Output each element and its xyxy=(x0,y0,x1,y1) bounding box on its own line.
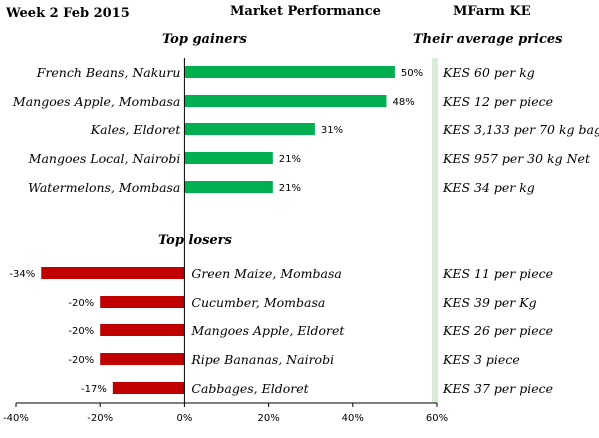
price-label: KES 26 per piece xyxy=(442,323,553,338)
price-label: KES 60 per kg xyxy=(442,65,535,80)
data-label: 50% xyxy=(401,68,423,79)
price-label: KES 3 piece xyxy=(442,352,520,367)
x-tick-label: 20% xyxy=(257,413,279,424)
bar-loser xyxy=(112,382,185,394)
data-label: -17% xyxy=(81,384,107,395)
category-label: Kales, Eldoret xyxy=(90,122,182,137)
price-label: KES 34 per kg xyxy=(442,180,535,195)
prices-heading: Their average prices xyxy=(413,32,563,47)
data-label: -20% xyxy=(68,355,94,366)
bar-loser xyxy=(100,324,185,336)
chart-title: Market Performance xyxy=(230,4,381,19)
bar-loser xyxy=(100,296,185,308)
bar-gainer xyxy=(184,95,387,107)
price-label: KES 957 per 30 kg Net xyxy=(442,151,591,166)
data-label: 21% xyxy=(279,154,301,165)
data-label: 21% xyxy=(279,183,301,194)
date-label: Week 2 Feb 2015 xyxy=(6,6,130,21)
x-tick-label: -20% xyxy=(87,413,113,424)
prices-divider xyxy=(432,58,438,403)
data-label: -34% xyxy=(9,269,35,280)
category-label: French Beans, Nakuru xyxy=(36,65,181,80)
x-tick-label: -40% xyxy=(3,413,29,424)
x-tick-label: 40% xyxy=(342,413,364,424)
price-label: KES 11 per piece xyxy=(442,266,553,281)
brand-label: MFarm KE xyxy=(453,4,531,19)
data-label: -20% xyxy=(68,298,94,309)
category-label: Cabbages, Eldoret xyxy=(191,381,309,396)
category-label: Mangoes Apple, Eldoret xyxy=(190,323,345,338)
bar-gainer xyxy=(184,66,395,78)
category-label: Mangoes Local, Nairobi xyxy=(28,151,181,166)
category-label: Mangoes Apple, Mombasa xyxy=(12,94,181,109)
data-label: 48% xyxy=(392,97,414,108)
category-label: Green Maize, Mombasa xyxy=(191,266,341,281)
bar-gainer xyxy=(184,123,315,135)
data-label: -20% xyxy=(68,326,94,337)
price-label: KES 12 per piece xyxy=(442,94,553,109)
losers-heading: Top losers xyxy=(158,233,232,248)
bar-gainer xyxy=(184,152,273,164)
category-label: Ripe Bananas, Nairobi xyxy=(190,352,334,367)
category-label: Watermelons, Mombasa xyxy=(28,180,180,195)
x-tick-label: 0% xyxy=(176,413,192,424)
gainers-heading: Top gainers xyxy=(162,32,247,47)
bar-loser xyxy=(41,267,185,279)
price-label: KES 37 per piece xyxy=(442,381,553,396)
bar-loser xyxy=(100,353,185,365)
price-label: KES 3,133 per 70 kg bag xyxy=(442,122,599,137)
data-label: 31% xyxy=(321,125,343,136)
category-label: Cucumber, Mombasa xyxy=(191,295,325,310)
bar-gainer xyxy=(184,181,273,193)
price-label: KES 39 per Kg xyxy=(442,295,537,310)
x-tick-label: 60% xyxy=(426,413,448,424)
